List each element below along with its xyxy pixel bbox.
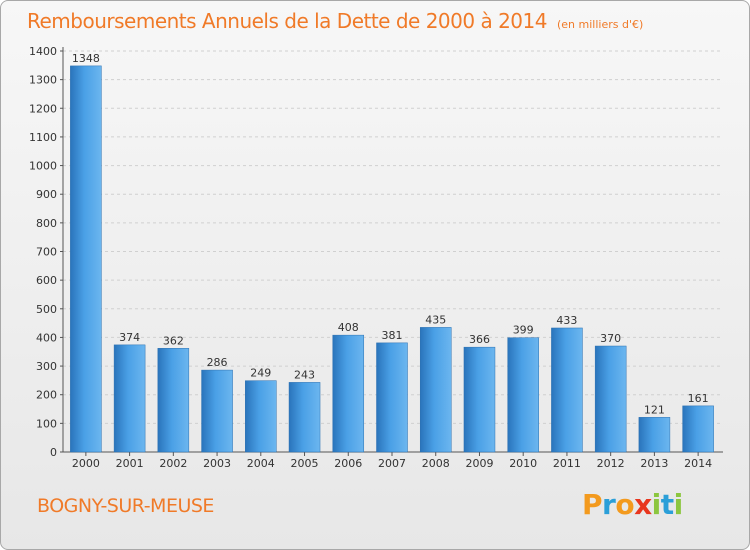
logo-letter: i (651, 488, 662, 521)
value-label-2004: 249 (250, 367, 271, 380)
y-tick-label: 600 (36, 274, 57, 287)
proxiti-logo: Proxiti (582, 488, 683, 521)
x-tick-label-2012: 2012 (597, 457, 625, 470)
y-tick-label: 0 (50, 446, 57, 459)
bar-2005 (288, 382, 321, 453)
value-label-2005: 243 (294, 368, 315, 381)
x-tick-label-2002: 2002 (159, 457, 187, 470)
bar-2014 (682, 405, 714, 453)
x-tick-label-2005: 2005 (291, 457, 319, 470)
bar-2007 (376, 342, 408, 453)
y-tick-label: 500 (36, 303, 57, 316)
x-tick-label-2003: 2003 (203, 457, 231, 470)
data-labels: 1348 374 362 286 249 243 408 381 435 366 399 433 370… (72, 52, 709, 416)
y-tick-label: 1000 (29, 160, 57, 173)
value-label-2009: 366 (469, 333, 490, 346)
y-tick-label: 400 (36, 331, 57, 344)
bar-2009 (463, 346, 496, 453)
x-tick-label-2000: 2000 (72, 457, 100, 470)
value-label-2013: 121 (644, 403, 665, 416)
chart-title: Remboursements Annuels de la Dette de 20… (27, 9, 643, 33)
commune-name: BOGNY-SUR-MEUSE (37, 495, 214, 517)
logo-letter: x (634, 488, 652, 521)
y-tick-label: 300 (36, 360, 57, 373)
logo-letter: o (615, 488, 635, 521)
x-tick-label-2014: 2014 (684, 457, 712, 470)
bar-2002 (157, 348, 190, 453)
bar-2000 (70, 65, 102, 453)
y-tick-label: 1400 (29, 45, 57, 58)
bar-2012 (594, 345, 627, 453)
x-tick-label-2013: 2013 (640, 457, 668, 470)
value-label-2010: 399 (513, 324, 534, 337)
x-tick-label-2011: 2011 (553, 457, 581, 470)
chart-subtitle: (en milliers d'€) (556, 18, 644, 31)
value-label-2007: 381 (382, 329, 403, 342)
value-label-2003: 286 (207, 356, 228, 369)
bar-2013 (638, 417, 671, 453)
x-tick-label-2010: 2010 (509, 457, 537, 470)
bar-2006 (332, 334, 365, 453)
y-tick-label: 800 (36, 217, 57, 230)
y-tick-label: 200 (36, 389, 57, 402)
x-tick-label-2007: 2007 (378, 457, 406, 470)
logo-letter: i (673, 488, 684, 521)
bar-2011 (551, 327, 583, 453)
logo-letter: t (660, 488, 674, 521)
logo-letter: r (602, 488, 616, 521)
bar-2001 (113, 344, 146, 453)
value-label-2012: 370 (600, 332, 621, 345)
value-label-2001: 374 (119, 331, 140, 344)
value-label-2011: 433 (556, 314, 577, 327)
value-label-2006: 408 (338, 321, 359, 334)
x-tick-label-2009: 2009 (465, 457, 493, 470)
value-label-2000: 1348 (72, 52, 100, 65)
value-label-2014: 161 (688, 392, 709, 405)
bar-2004 (245, 380, 277, 453)
x-tick-label-2004: 2004 (247, 457, 275, 470)
y-tick-label: 700 (36, 246, 57, 259)
y-tick-label: 100 (36, 417, 57, 430)
y-tick-label: 1300 (29, 74, 57, 87)
bar-2008 (419, 327, 452, 453)
bar-2010 (507, 337, 539, 453)
chart-title-text: Remboursements Annuels de la Dette de 20… (27, 9, 547, 33)
y-tick-label: 1200 (29, 102, 57, 115)
logo-letter: P (582, 488, 603, 521)
y-tick-label: 1100 (29, 131, 57, 144)
x-tick-label-2006: 2006 (334, 457, 362, 470)
value-label-2002: 362 (163, 334, 184, 347)
bars (70, 65, 714, 453)
y-tick-label: 900 (36, 188, 57, 201)
x-tick-label-2001: 2001 (116, 457, 144, 470)
x-tick-label-2008: 2008 (422, 457, 450, 470)
value-label-2008: 435 (425, 313, 446, 326)
axes: 0 100 200 300 400 500 600 700 800 900 1000 1100 1200… (29, 45, 723, 470)
bar-2003 (201, 369, 233, 453)
